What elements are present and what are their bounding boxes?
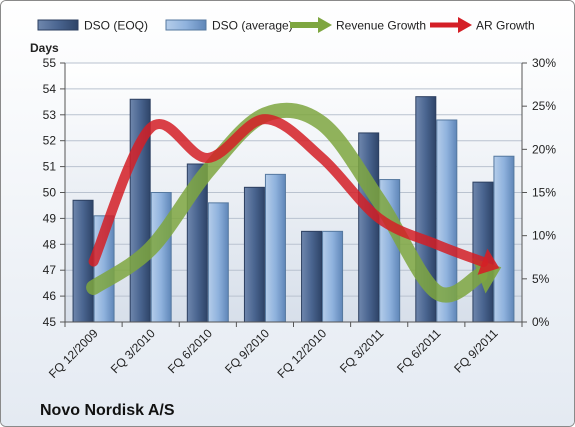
bar-dso-average <box>264 173 286 323</box>
growth-arrows <box>86 102 502 303</box>
ar-growth-arrowhead <box>477 248 500 275</box>
bar-dso-eoq <box>243 186 265 323</box>
left-tick-label: 46 <box>43 289 57 303</box>
legend-label-dso-average: DSO (average) <box>212 19 293 33</box>
x-tick-label: FQ 6/2011 <box>394 326 444 376</box>
left-axis-title: Days <box>30 41 59 55</box>
legend-swatch-dso-eoq <box>37 19 79 31</box>
left-tick-label: 48 <box>43 237 57 251</box>
revenue-growth-line <box>86 102 488 303</box>
right-tick-label: 5% <box>532 272 550 286</box>
bar-dso-average <box>207 202 229 323</box>
right-tick-label: 15% <box>532 186 556 200</box>
x-tick-label: FQ 12/2009 <box>46 326 101 381</box>
bar-dso-average <box>493 155 515 323</box>
right-tick-label: 10% <box>532 229 556 243</box>
x-tick-label: FQ 12/2010 <box>274 326 329 381</box>
left-tick-label: 45 <box>43 315 57 329</box>
legend-label-dso-eoq: DSO (EOQ) <box>84 19 148 33</box>
left-tick-label: 51 <box>43 160 57 174</box>
left-tick-label: 53 <box>43 108 57 122</box>
legend-label-revenue-growth: Revenue Growth <box>336 19 426 33</box>
right-tick-label: 25% <box>532 99 556 113</box>
left-tick-label: 55 <box>43 56 57 70</box>
x-tick-label: FQ 9/2011 <box>451 326 501 376</box>
x-tick-label: FQ 3/2010 <box>108 326 158 376</box>
bar-dso-average <box>150 192 172 323</box>
left-tick-label: 47 <box>43 263 57 277</box>
bar-dso-eoq <box>472 181 494 323</box>
right-axis-ticks: 0% 5% 10% 15% 20% 25% 30% <box>522 56 556 329</box>
ar-growth-line <box>88 114 489 268</box>
bar-dso-average <box>322 230 344 323</box>
right-tick-label: 0% <box>532 315 550 329</box>
left-tick-label: 54 <box>43 82 57 96</box>
x-axis-ticks: FQ 12/2009 FQ 3/2010 FQ 6/2010 FQ 9/2010 FQ … <box>46 322 523 381</box>
legend: DSO (EOQ) DSO (average) Revenue Growth AR G… <box>37 17 535 33</box>
x-tick-label: FQ 9/2010 <box>222 326 272 376</box>
x-tick-label: FQ 3/2011 <box>337 326 387 376</box>
legend-arrowhead-ar-growth <box>458 17 472 33</box>
legend-label-ar-growth: AR Growth <box>476 19 535 33</box>
legend-swatch-dso-average <box>165 19 207 31</box>
bar-dso-eoq <box>301 230 323 323</box>
left-axis-ticks: 45 46 47 48 49 50 51 52 53 54 55 <box>43 56 65 329</box>
right-tick-label: 30% <box>532 56 556 70</box>
left-tick-label: 50 <box>43 186 57 200</box>
legend-arrowhead-revenue-growth <box>318 17 332 33</box>
left-tick-label: 49 <box>43 211 57 225</box>
right-tick-label: 20% <box>532 142 556 156</box>
x-tick-label: FQ 6/2010 <box>165 326 215 376</box>
left-tick-label: 52 <box>43 134 57 148</box>
company-title: Novo Nordisk A/S <box>40 402 175 419</box>
